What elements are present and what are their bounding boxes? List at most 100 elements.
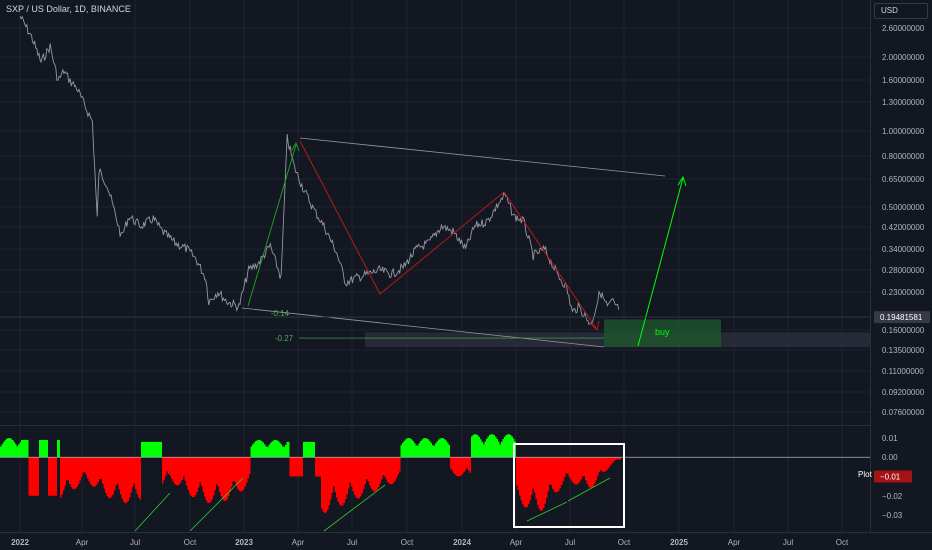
- osc-bar: [325, 457, 327, 513]
- osc-bar: [291, 457, 293, 477]
- osc-bar: [450, 457, 452, 469]
- osc-bar: [64, 457, 66, 486]
- zigzag-arrowhead: [589, 320, 600, 331]
- osc-bar: [36, 457, 38, 496]
- osc-bar: [181, 457, 183, 480]
- osc-bar: [58, 439, 60, 458]
- osc-bar: [19, 442, 21, 458]
- osc-bar: [552, 457, 554, 489]
- osc-bar: [378, 457, 380, 488]
- osc-bar: [55, 457, 57, 496]
- osc-bar: [48, 457, 50, 496]
- osc-bar: [186, 457, 188, 486]
- osc-bar: [109, 457, 111, 499]
- osc-bar: [574, 457, 576, 485]
- osc-bar: [576, 457, 578, 485]
- upper-channel-line: [299, 137, 666, 177]
- osc-bar: [133, 457, 135, 484]
- osc-bar: [120, 457, 122, 495]
- osc-bar: [328, 457, 330, 506]
- price-tick-label: 1.30000000: [882, 98, 925, 107]
- osc-bar: [324, 457, 326, 514]
- osc-bar: [535, 457, 537, 500]
- fib-label-2: -0.27: [275, 334, 294, 343]
- osc-bar: [207, 457, 209, 503]
- osc-bar: [247, 457, 249, 479]
- osc-bar: [429, 440, 431, 458]
- osc-bar: [216, 457, 218, 485]
- osc-bar: [403, 440, 405, 458]
- osc-bar: [147, 441, 149, 458]
- osc-bar: [520, 457, 522, 501]
- osc-bar: [361, 457, 363, 494]
- osc-bar: [204, 457, 206, 497]
- osc-bar: [297, 457, 299, 477]
- osc-bar: [562, 457, 564, 482]
- osc-bar: [33, 457, 35, 496]
- osc-bar: [22, 439, 24, 458]
- osc-bar: [237, 457, 239, 489]
- price-tick-label: 0.07600000: [882, 408, 925, 417]
- osc-bar: [490, 434, 492, 458]
- osc-bar: [337, 457, 339, 502]
- osc-bar: [271, 441, 273, 458]
- osc-bar: [495, 436, 497, 458]
- osc-bar: [616, 457, 618, 460]
- osc-bar: [210, 457, 212, 503]
- lower-channel-line: [241, 307, 605, 348]
- price-tick-label: 2.00000000: [882, 53, 925, 62]
- osc-bar: [489, 435, 491, 458]
- osc-bar: [294, 457, 296, 477]
- osc-bar: [348, 457, 350, 489]
- osc-bar: [432, 445, 434, 458]
- osc-bar: [345, 457, 347, 500]
- osc-bar: [262, 442, 264, 458]
- osc-bar: [355, 457, 357, 498]
- osc-bar: [367, 457, 369, 482]
- osc-bar: [400, 445, 402, 458]
- buy-zone-label: buy: [655, 327, 670, 337]
- osc-bar: [274, 439, 276, 458]
- osc-bar: [97, 457, 99, 483]
- osc-bar: [13, 441, 15, 458]
- osc-bar: [484, 441, 486, 458]
- osc-bar: [613, 457, 615, 462]
- osc-bar: [76, 457, 78, 487]
- osc-bar: [82, 457, 84, 473]
- osc-bar: [481, 441, 483, 458]
- osc-bar: [84, 457, 86, 472]
- osc-bar: [300, 457, 302, 477]
- osc-bar: [454, 457, 456, 475]
- currency-selector[interactable]: USD: [874, 3, 928, 19]
- osc-bar: [459, 457, 461, 477]
- osc-bar: [528, 457, 530, 505]
- osc-tick-label: −0.02: [882, 492, 903, 501]
- osc-bar: [85, 457, 87, 475]
- osc-bar: [282, 446, 284, 458]
- osc-bar: [430, 442, 432, 458]
- osc-bar: [295, 457, 297, 477]
- osc-bar: [63, 457, 65, 491]
- osc-bar: [234, 457, 236, 482]
- osc-bar: [135, 457, 137, 489]
- osc-bar: [145, 441, 147, 458]
- osc-bar: [256, 440, 258, 458]
- osc-bar: [514, 441, 516, 458]
- osc-bar: [466, 457, 468, 469]
- osc-bar: [486, 438, 488, 458]
- osc-bar: [136, 457, 138, 494]
- projection-arrowhead: [677, 175, 687, 187]
- osc-bar: [366, 457, 368, 480]
- osc-bar: [141, 441, 143, 458]
- osc-bar: [522, 457, 524, 505]
- osc-bar: [259, 440, 261, 458]
- osc-bar: [75, 457, 77, 489]
- osc-bar: [468, 457, 470, 471]
- osc-bar: [174, 457, 176, 484]
- osc-bar: [241, 457, 243, 492]
- osc-bar: [525, 457, 527, 508]
- osc-bar: [453, 457, 455, 474]
- osc-bar: [318, 457, 320, 477]
- osc-bar: [126, 457, 128, 503]
